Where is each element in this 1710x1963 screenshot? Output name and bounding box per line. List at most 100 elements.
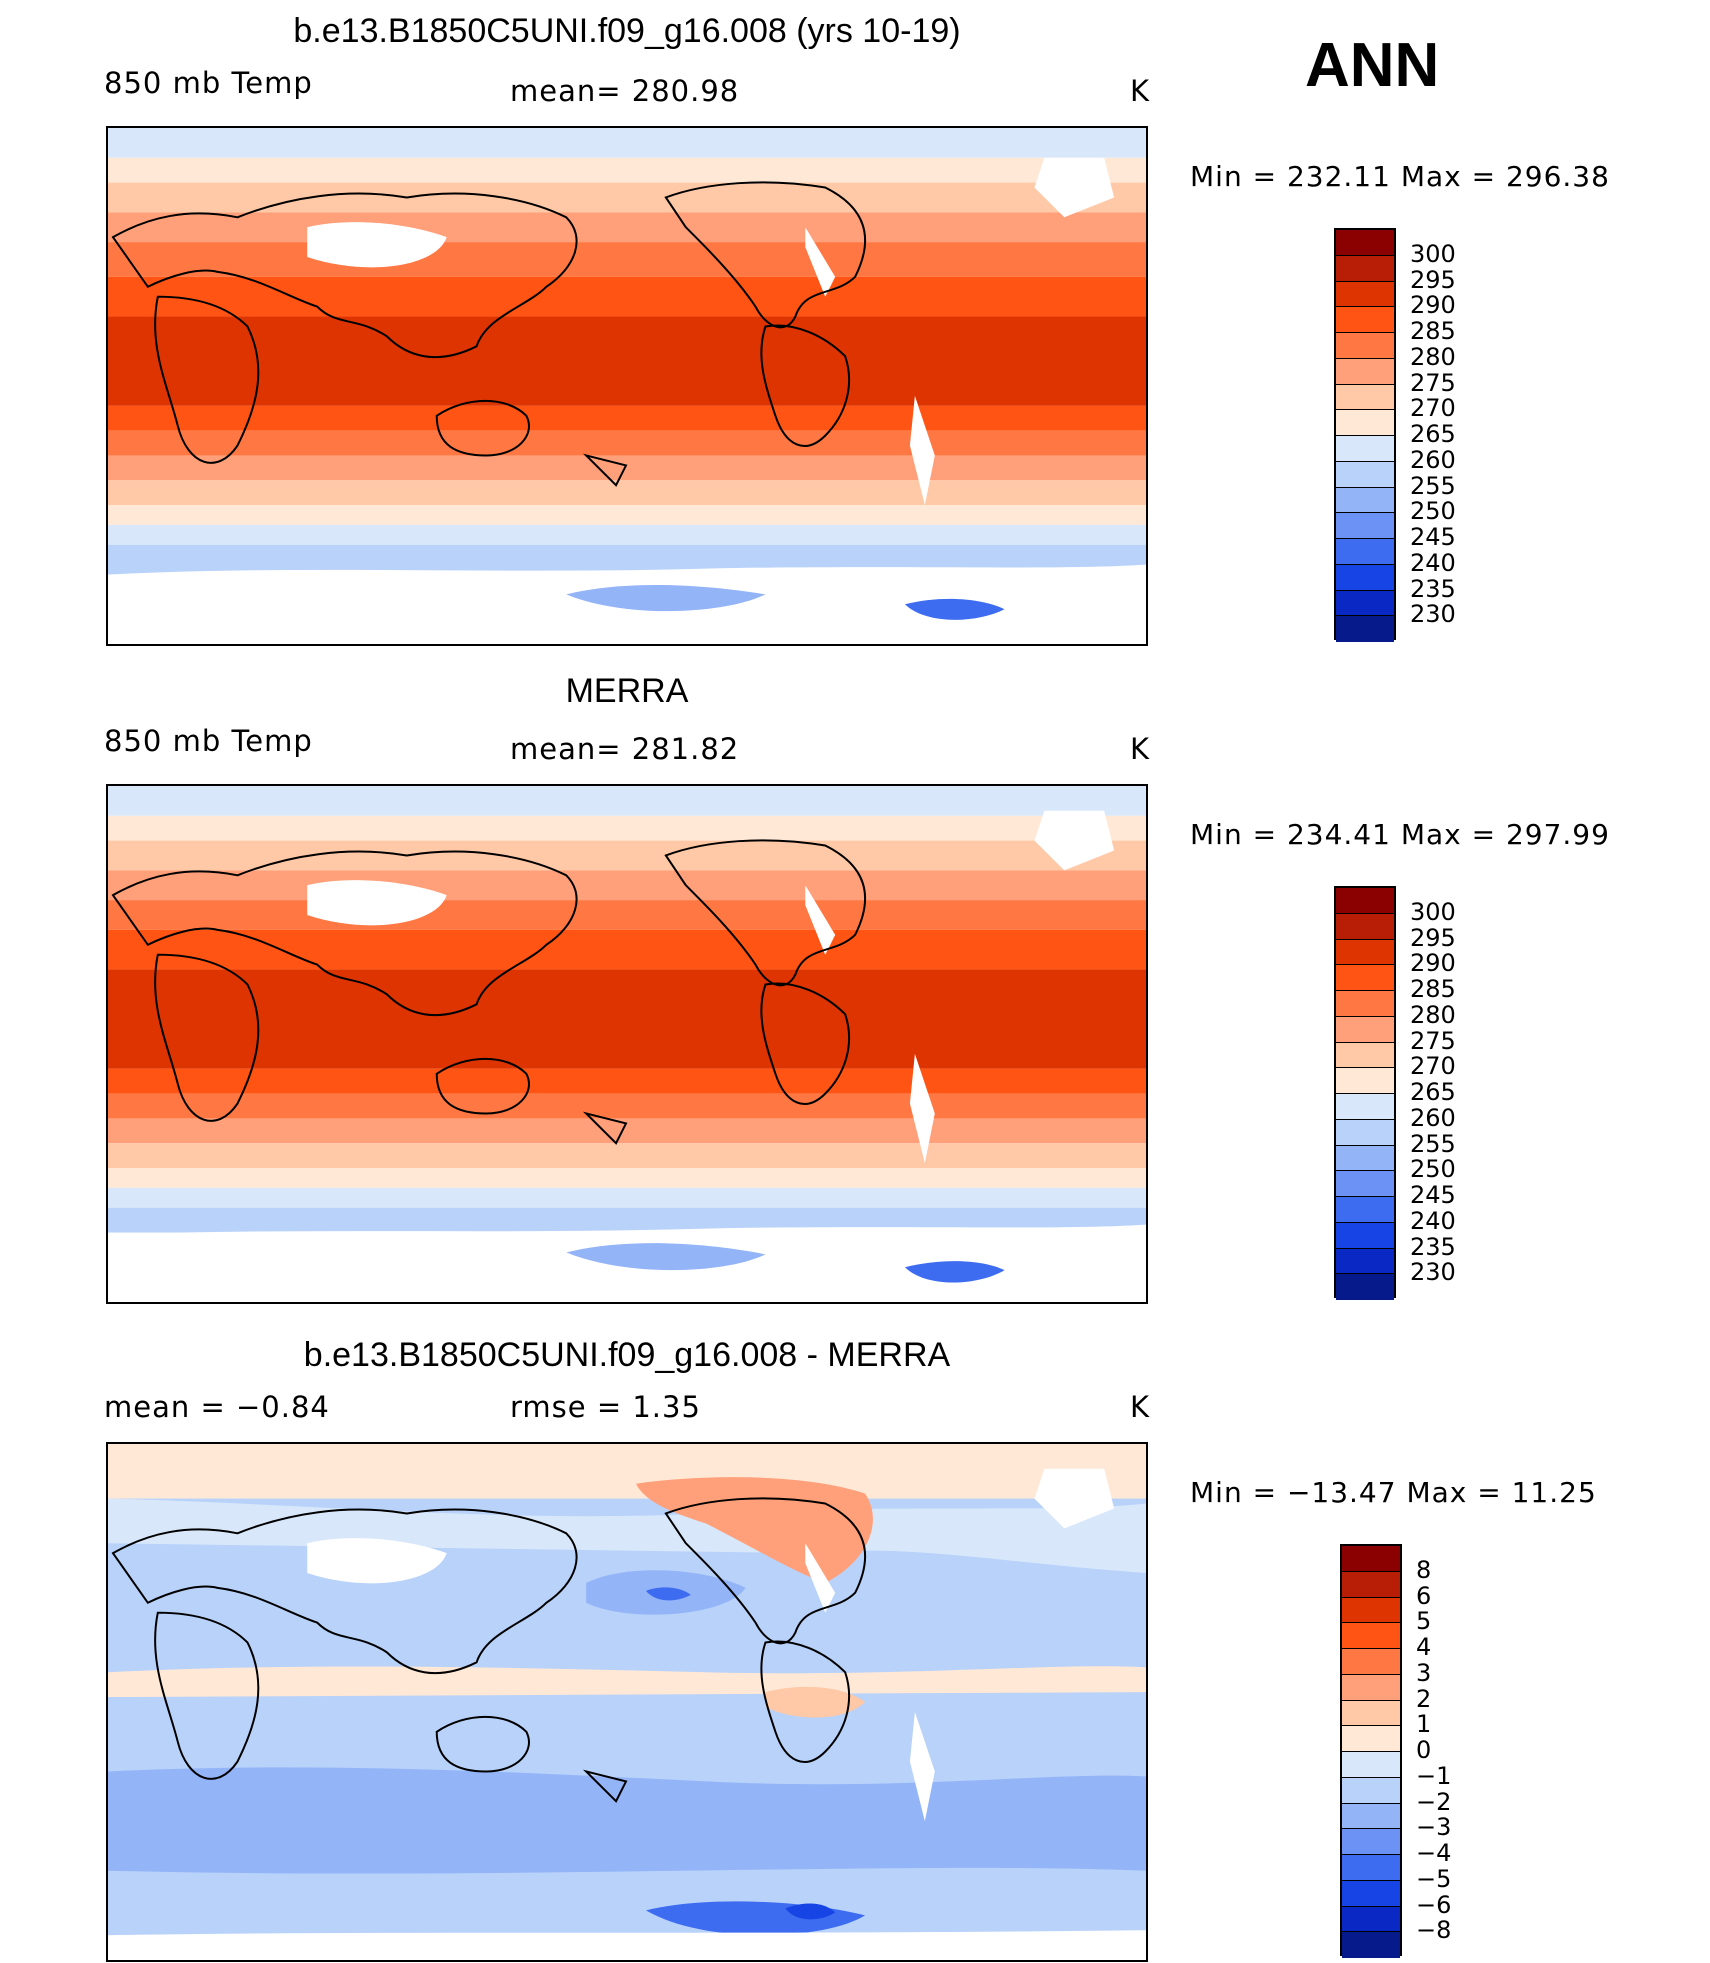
colorbar-level-label: 295 [1410,923,1456,952]
colorbar-swatch [1336,539,1394,565]
panel1-colorbar [1334,228,1396,642]
colorbar-level-label: 6 [1416,1581,1432,1610]
colorbar-level-label: 3 [1416,1658,1432,1687]
colorbar-level-label: 285 [1410,975,1456,1003]
panel3-units-label: K [1130,1390,1151,1424]
colorbar-level-label: −6 [1416,1890,1452,1919]
colorbar-level-label: 1 [1416,1710,1432,1739]
panel3-minmax: Min = −13.47 Max = 11.25 [1190,1476,1597,1509]
panel1-map-field [108,128,1146,644]
colorbar-swatch [1336,513,1394,539]
colorbar-level-label: 290 [1410,949,1456,978]
season-label: ANN [1305,31,1440,100]
colorbar-level-label: 285 [1410,317,1456,345]
colorbar-swatch [1342,1726,1400,1752]
panel1-mean-label: mean= 280.98 [510,74,740,108]
colorbar-swatch [1342,1803,1400,1830]
colorbar-level-label: 5 [1416,1607,1432,1636]
colorbar-level-label: 230 [1410,600,1456,629]
colorbar-level-label: 290 [1410,291,1456,320]
colorbar-swatch [1342,1623,1400,1649]
colorbar-swatch [1336,564,1394,591]
colorbar-level-label: 280 [1410,342,1456,371]
colorbar-swatch [1336,358,1394,385]
colorbar-level-label: 8 [1416,1555,1432,1584]
colorbar-swatch [1342,1880,1400,1907]
colorbar-level-label: 230 [1410,1258,1456,1287]
colorbar-swatch [1336,1016,1394,1043]
colorbar-swatch [1336,487,1394,514]
panel3-mean-label: mean = −0.84 [104,1390,330,1424]
panel2-units-label: K [1130,732,1151,766]
colorbar-level-label: 260 [1410,445,1456,474]
colorbar-level-label: −1 [1416,1761,1452,1790]
colorbar-level-label: −4 [1416,1839,1452,1867]
panel2-map [106,784,1148,1304]
panel2-title: MERRA [565,672,689,710]
panel3-map-field [108,1444,1146,1960]
colorbar-level-label: 275 [1410,368,1456,397]
panel2-colorbar [1334,886,1396,1300]
colorbar-swatch [1342,1700,1400,1727]
colorbar-swatch [1336,939,1394,966]
panel1-map [106,126,1148,646]
colorbar-swatch [1336,384,1394,411]
colorbar-swatch [1336,307,1394,333]
colorbar-level-label: 235 [1410,1232,1456,1261]
colorbar-level-label: 270 [1410,394,1456,423]
colorbar-level-label: 240 [1410,1206,1456,1235]
colorbar-swatch [1342,1855,1400,1881]
colorbar-swatch [1336,1145,1394,1172]
colorbar-swatch [1336,230,1394,256]
colorbar-swatch [1336,1197,1394,1223]
panel2-minmax: Min = 234.41 Max = 297.99 [1190,818,1610,851]
colorbar-swatch [1336,1248,1394,1275]
colorbar-level-label: −8 [1416,1916,1452,1945]
colorbar-level-label: 240 [1410,548,1456,577]
colorbar-swatch [1342,1571,1400,1598]
colorbar-level-label: 255 [1410,1129,1456,1158]
colorbar-level-label: 2 [1416,1684,1432,1713]
colorbar-swatch [1342,1906,1400,1933]
colorbar-swatch [1336,1094,1394,1120]
colorbar-level-label: 255 [1410,471,1456,500]
colorbar-swatch [1336,888,1394,914]
panel3-map [106,1442,1148,1962]
panel3-rmse-label: rmse = 1.35 [510,1390,701,1424]
colorbar-level-label: 235 [1410,574,1456,603]
panel3-colorbar [1340,1544,1402,1958]
panel2-variable-label: 850 mb Temp [104,724,313,758]
colorbar-swatch [1336,590,1394,617]
colorbar-level-label: 4 [1416,1633,1432,1661]
colorbar-swatch [1342,1649,1400,1675]
colorbar-swatch [1342,1546,1400,1572]
colorbar-swatch [1336,1171,1394,1197]
panel1-units-label: K [1130,74,1151,108]
colorbar-level-label: 260 [1410,1103,1456,1132]
colorbar-swatch [1336,333,1394,359]
colorbar-level-label: 275 [1410,1026,1456,1055]
colorbar-level-label: 245 [1410,1181,1456,1209]
colorbar-swatch [1342,1829,1400,1855]
colorbar-level-label: −2 [1416,1787,1452,1816]
colorbar-level-label: 250 [1410,1155,1456,1184]
colorbar-swatch [1336,616,1394,642]
colorbar-swatch [1336,461,1394,488]
colorbar-swatch [1336,1068,1394,1094]
colorbar-level-label: 280 [1410,1000,1456,1029]
colorbar-level-label: 300 [1410,897,1456,926]
colorbar-level-label: −3 [1416,1813,1452,1842]
colorbar-level-label: −5 [1416,1864,1452,1893]
colorbar-swatch [1336,1274,1394,1300]
colorbar-swatch [1336,1222,1394,1249]
panel2-map-field [108,786,1146,1302]
panel1-minmax: Min = 232.11 Max = 296.38 [1190,160,1610,193]
colorbar-level-label: 270 [1410,1052,1456,1081]
colorbar-level-label: 300 [1410,239,1456,268]
colorbar-swatch [1336,436,1394,462]
colorbar-level-label: 265 [1410,420,1456,448]
colorbar-level-label: 0 [1416,1736,1432,1764]
colorbar-swatch [1342,1777,1400,1804]
panel1-title: b.e13.B1850C5UNI.f09_g16.008 (yrs 10-19) [293,12,961,50]
colorbar-swatch [1342,1597,1400,1624]
